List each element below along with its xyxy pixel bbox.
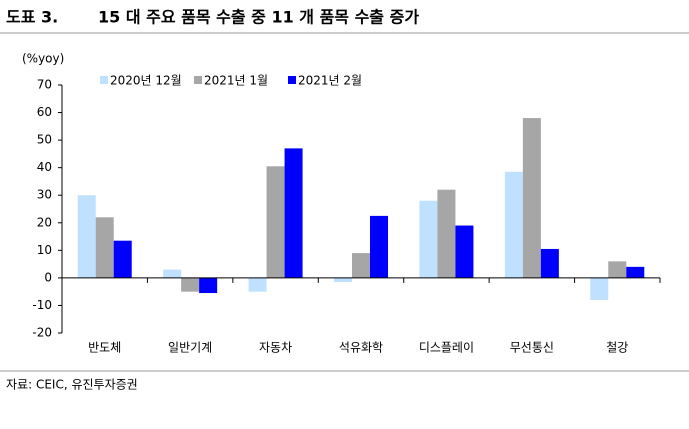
legend-label: 2020년 12월 <box>110 74 182 88</box>
y-tick-label: 70 <box>37 78 52 92</box>
y-unit: (%yoy) <box>22 52 64 66</box>
bar <box>455 225 474 278</box>
y-tick-label: 10 <box>37 243 52 257</box>
y-tick-label: -10 <box>32 298 52 312</box>
x-tick-label: 반도체 <box>88 341 121 355</box>
bar <box>608 261 627 278</box>
y-tick-label: -20 <box>32 326 52 340</box>
bar <box>266 166 285 278</box>
bar <box>163 269 182 278</box>
legend-label: 2021년 1월 <box>204 74 268 88</box>
bar <box>522 118 541 278</box>
x-tick-label: 석유화학 <box>339 341 383 355</box>
bar <box>199 277 218 294</box>
bar <box>181 277 200 292</box>
legend-label: 2021년 2월 <box>298 74 362 88</box>
x-tick-label: 자동차 <box>259 341 292 355</box>
legend-swatch <box>288 76 296 84</box>
chart-title: 15 대 주요 품목 수출 중 11 개 품목 수출 증가 <box>98 8 419 27</box>
y-tick-label: 60 <box>37 105 52 119</box>
y-tick-label: 50 <box>37 133 52 147</box>
bar <box>248 277 267 292</box>
y-tick-label: 20 <box>37 215 52 229</box>
bar <box>113 240 132 278</box>
x-tick-label: 일반기계 <box>168 341 212 355</box>
y-tick-label: 40 <box>37 160 52 174</box>
bar <box>590 277 609 300</box>
legend-swatch <box>194 76 202 84</box>
bar <box>284 148 303 278</box>
x-tick-label: 무선통신 <box>510 341 554 355</box>
bar <box>352 253 370 278</box>
bar <box>540 248 559 278</box>
source: 자료: CEIC, 유진투자증권 <box>6 378 138 392</box>
y-tick-label: 0 <box>44 270 52 284</box>
x-tick-label: 철강 <box>606 341 628 355</box>
bar <box>419 200 438 278</box>
chart-label: 도표 3. <box>6 8 58 27</box>
legend-swatch <box>100 76 108 84</box>
bar <box>626 266 645 278</box>
bar <box>370 215 388 278</box>
bar <box>77 195 96 278</box>
bar <box>504 171 523 278</box>
bar <box>437 189 456 278</box>
x-tick-label: 디스플레이 <box>419 341 474 355</box>
bar <box>95 217 114 278</box>
y-tick-label: 30 <box>37 188 52 202</box>
bar <box>334 277 352 283</box>
